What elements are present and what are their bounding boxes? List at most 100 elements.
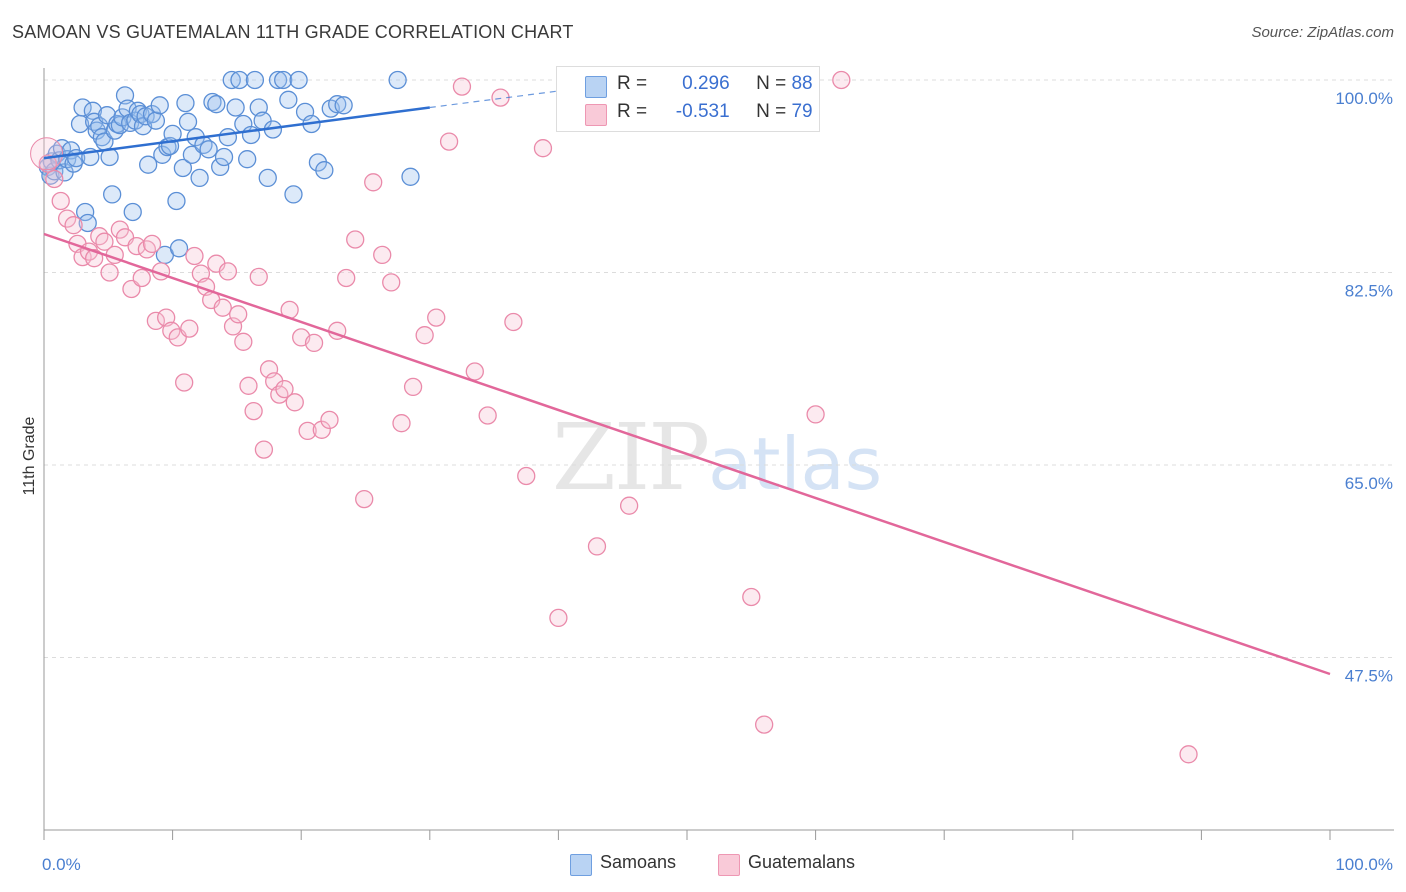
samoans-point	[78, 213, 97, 233]
guatemalans-point	[355, 489, 374, 509]
samoans-points	[38, 70, 420, 265]
y-tick-label: 82.5%	[1345, 282, 1393, 301]
guatemalans-point	[229, 305, 248, 324]
guatemalans-point	[742, 587, 761, 607]
guatemalans-point	[549, 608, 568, 628]
guatemalans-point	[64, 216, 83, 235]
stats-legend: R = 0.296 N = 88 R = -0.531 N = 79	[556, 66, 820, 132]
y-tick-label: 65.0%	[1345, 474, 1393, 493]
samoans-point	[289, 70, 308, 90]
guatemalans-point	[465, 362, 484, 381]
guatemalans-point	[337, 268, 356, 288]
guatemalans-point	[755, 715, 774, 734]
samoans-point	[207, 95, 226, 114]
samoans-point	[238, 150, 257, 169]
guatemalans-point	[244, 401, 263, 421]
samoans-point	[218, 128, 238, 147]
y-tick-label: 47.5%	[1345, 667, 1393, 686]
samoans-point	[258, 168, 277, 188]
series-label-guatemalans: Guatemalans	[748, 852, 856, 872]
guatemalans-trend-line	[43, 232, 1331, 676]
guatemalans-point	[234, 332, 253, 351]
guatemalans-point	[304, 333, 324, 353]
guatemalans-point	[95, 232, 114, 251]
series-swatch-guatemalans	[718, 854, 740, 876]
axis-labels: 100.0% 82.5% 65.0% 47.5% 0.0% 100.0% 11th Grad…	[21, 89, 1393, 874]
samoans-point	[222, 70, 241, 90]
guatemalans-point	[175, 373, 194, 392]
guatemalans-point	[373, 245, 392, 265]
guatemalans-point	[298, 421, 317, 441]
guatemalans-point	[239, 376, 258, 395]
samoans-point	[284, 185, 303, 204]
watermark-zip: ZIP	[552, 404, 710, 511]
legend-swatch-guatemalans	[585, 104, 607, 126]
series-swatch-samoans	[570, 854, 592, 876]
samoans-point	[328, 95, 347, 114]
watermark: ZIPatlas	[552, 404, 882, 511]
guatemalans-point	[185, 246, 204, 266]
samoans-point	[167, 191, 186, 211]
samoans-point	[274, 70, 293, 90]
legend-n-value: 88	[791, 73, 813, 94]
guatemalans-point	[439, 132, 459, 151]
legend-r-value: -0.531	[675, 101, 730, 122]
guatemalans-point	[517, 466, 536, 486]
guatemalans-point	[312, 420, 331, 439]
chart-title: SAMOAN VS GUATEMALAN 11TH GRADE CORRELAT…	[12, 22, 574, 42]
samoans-point	[190, 168, 209, 188]
guatemalans-point	[45, 169, 64, 189]
samoans-point	[123, 202, 142, 222]
axes	[43, 68, 1394, 840]
guatemalans-point	[533, 139, 553, 158]
guatemalans-point	[587, 537, 607, 556]
guatemalans-point	[806, 405, 825, 424]
guatemalans-point	[57, 209, 77, 228]
source-label: Source: ZipAtlas.com	[1251, 24, 1394, 41]
samoans-point	[388, 70, 407, 90]
guatemalans-point	[403, 377, 423, 397]
samoans-point	[146, 111, 166, 130]
legend-r-label: R =	[617, 101, 648, 122]
guatemalans-point	[478, 406, 497, 425]
samoans-point	[139, 155, 158, 174]
series-label-samoans: Samoans	[600, 852, 677, 872]
guatemalans-point	[249, 267, 268, 287]
y-tick-label: 100.0%	[1335, 89, 1393, 108]
guatemalans-point	[30, 137, 64, 171]
guatemalans-point	[142, 234, 162, 254]
samoans-point	[211, 157, 230, 177]
samoans-point	[178, 112, 198, 131]
legend-n-label: N =	[756, 101, 787, 122]
samoans-point	[76, 202, 95, 222]
guatemalans-point	[415, 326, 434, 345]
guatemalans-point	[51, 191, 70, 211]
guatemalans-point	[275, 379, 294, 399]
y-axis-label: 11th Grade	[21, 416, 38, 495]
legend-r-label: R =	[617, 73, 648, 94]
guatemalans-point	[832, 70, 851, 90]
samoans-point	[199, 140, 218, 159]
guatemalans-point	[137, 240, 157, 259]
guatemalans-point	[346, 230, 365, 249]
guatemalans-point	[162, 321, 181, 340]
legend-n-value: 79	[791, 101, 813, 122]
samoans-point	[230, 70, 249, 90]
legend-r-value: 0.296	[682, 73, 730, 94]
legend-text-samoans: R = 0.296 N = 88	[617, 73, 813, 95]
samoans-point	[268, 70, 288, 90]
samoans-point	[214, 147, 234, 167]
samoans-point	[103, 185, 122, 204]
guatemalans-point	[427, 308, 446, 327]
guatemalans-point	[504, 312, 523, 332]
guatemalans-point	[619, 496, 639, 515]
series-legend: Samoans Guatemalans	[0, 852, 1406, 878]
guatemalans-point	[218, 262, 238, 281]
legend-swatch-samoans	[585, 76, 607, 98]
samoans-point	[173, 158, 193, 178]
guatemalans-point	[146, 311, 166, 331]
samoans-point	[226, 98, 245, 117]
guatemalans-point	[90, 227, 109, 246]
samoans-point	[315, 161, 334, 180]
